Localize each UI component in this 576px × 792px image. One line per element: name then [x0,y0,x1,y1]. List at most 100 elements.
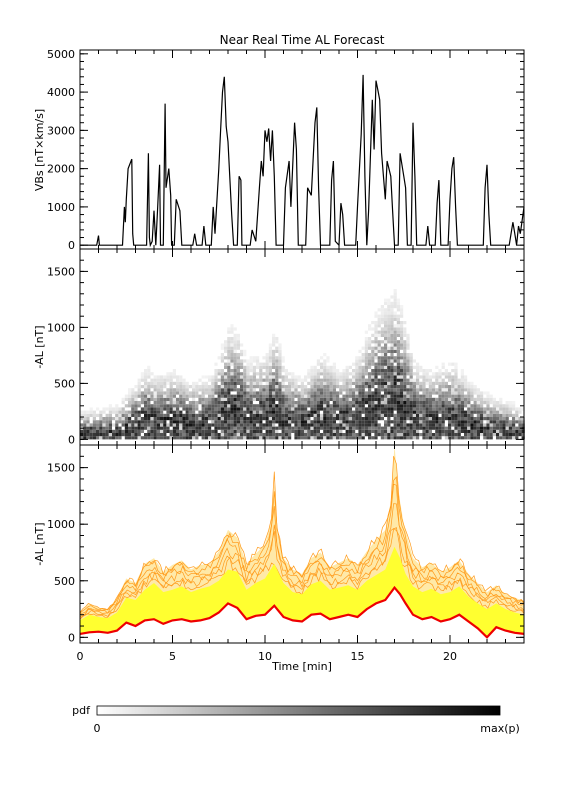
pdf-cell [246,436,250,440]
pdf-cell [387,298,391,302]
pdf-cell [265,433,269,437]
pdf-cell [105,417,109,421]
pdf-cell [480,413,484,417]
pdf-cell [217,372,221,376]
pdf-cell [358,433,362,437]
pdf-cell [166,407,170,411]
pdf-cell [144,407,148,411]
pdf-cell [115,429,119,433]
pdf-cell [406,426,410,430]
pdf-cell [361,372,365,376]
pdf-cell [486,420,490,424]
pdf-cell [329,365,333,369]
pdf-cell [288,433,292,437]
pdf-cell [166,381,170,385]
pdf-cell [147,385,151,389]
pdf-cell [246,369,250,373]
pdf-cell [313,433,317,437]
pdf-cell [259,394,263,398]
pdf-cell [451,407,455,411]
pdf-cell [147,420,151,424]
pdf-cell [348,394,352,398]
pdf-cell [236,365,240,369]
pdf-cell [320,401,324,405]
pdf-cell [393,385,397,389]
pdf-cell [220,381,224,385]
pdf-cell [358,423,362,427]
pdf-cell [339,404,343,408]
vbs-line [80,74,525,248]
pdf-cell [220,407,224,411]
pdf-cell [192,385,196,389]
pdf-cell [233,401,237,405]
pdf-cell [508,423,512,427]
pdf-cell [444,394,448,398]
pdf-cell [246,423,250,427]
pdf-cell [307,420,311,424]
pdf-cell [83,417,87,421]
pdf-cell [380,433,384,437]
pdf-cell [454,397,458,401]
pdf-cell [441,397,445,401]
pdf-cell [294,417,298,421]
pdf-cell [227,340,231,344]
pdf-cell [345,426,349,430]
pdf-cell [406,362,410,366]
pdf-cell [217,436,221,440]
pdf-cell [486,423,490,427]
pdf-cell [214,417,218,421]
pdf-cell [300,394,304,398]
pdf-cell [419,375,423,379]
pdf-cell [153,407,157,411]
pdf-cell [150,426,154,430]
pdf-cell [284,423,288,427]
pdf-cell [310,385,314,389]
pdf-cell [291,385,295,389]
pdf-cell [163,375,167,379]
pdf-cell [448,362,452,366]
pdf-cell [393,343,397,347]
pdf-cell [233,417,237,421]
pdf-cell [323,385,327,389]
pdf-cell [99,410,103,414]
pdf-cell [316,417,320,421]
pdf-cell [364,433,368,437]
pdf-cell [163,381,167,385]
pdf-cell [358,394,362,398]
pdf-cell [377,308,381,312]
pdf-cell [361,397,365,401]
pdf-cell [236,394,240,398]
pdf-cell [105,433,109,437]
pdf-cell [246,394,250,398]
pdf-cell [278,423,282,427]
pdf-cell [240,433,244,437]
pdf-cell [387,385,391,389]
pdf-cell [339,407,343,411]
pdf-cell [262,436,266,440]
pdf-cell [323,394,327,398]
pdf-cell [300,388,304,392]
pdf-cell [380,365,384,369]
pdf-cell [409,391,413,395]
pdf-cell [224,423,228,427]
pdf-cell [259,426,263,430]
pdf-cell [192,426,196,430]
pdf-cell [236,410,240,414]
pdf-cell [297,385,301,389]
pdf-cell [294,436,298,440]
pdf-cell [288,407,292,411]
pdf-cell [428,413,432,417]
pdf-cell [393,337,397,341]
pdf-cell [156,394,160,398]
pdf-cell [377,426,381,430]
pdf-cell [371,394,375,398]
pdf-cell [281,417,285,421]
pdf-cell [256,420,260,424]
pdf-cell [211,420,215,424]
pdf-cell [288,423,292,427]
pdf-cell [236,353,240,357]
pdf-cell [169,433,173,437]
pdf-cell [326,359,330,363]
pdf-cell [233,413,237,417]
pdf-cell [176,436,180,440]
